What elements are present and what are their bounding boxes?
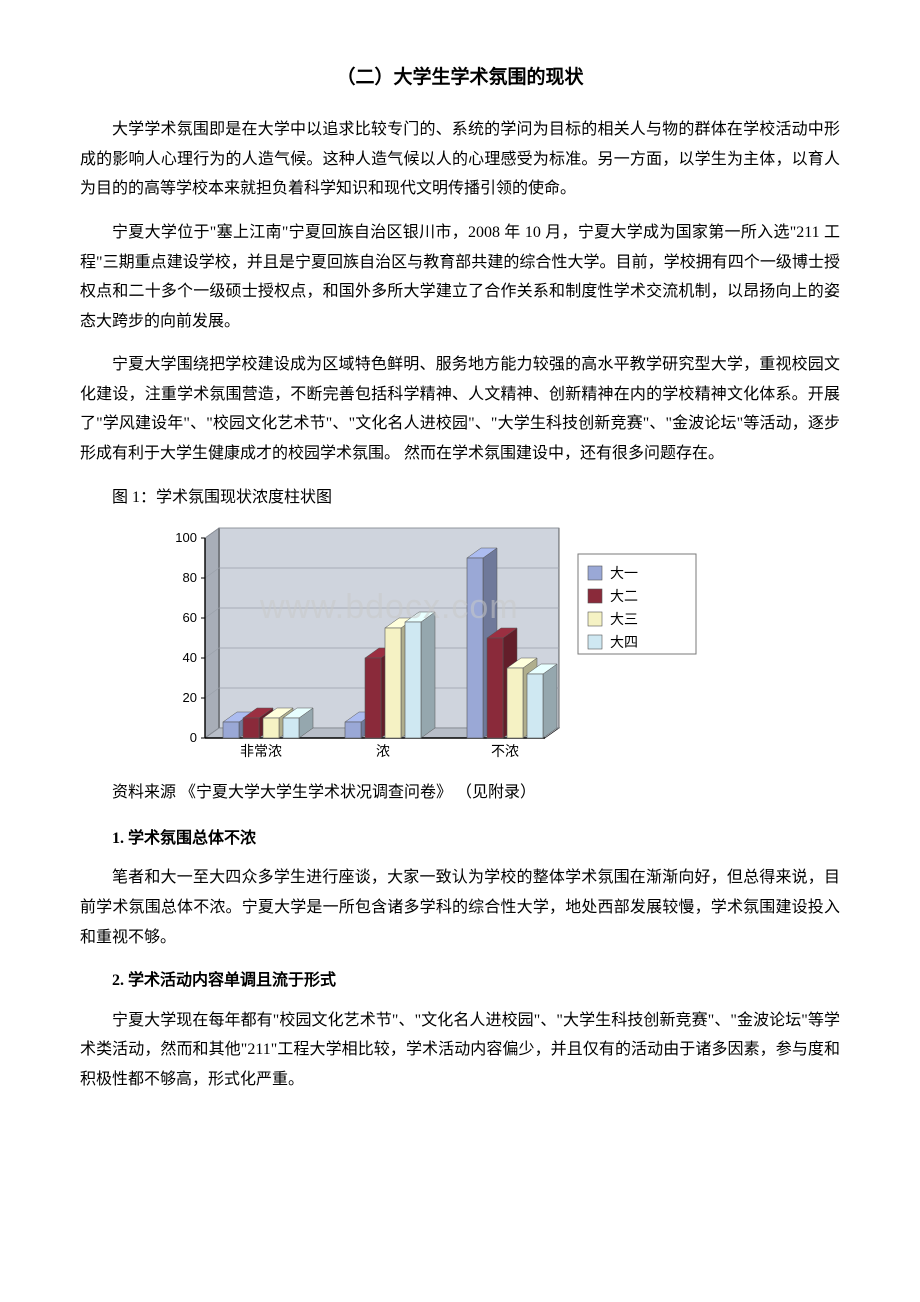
paragraph-background-1: 宁夏大学位于"塞上江南"宁夏回族自治区银川市，2008 年 10 月，宁夏大学成…	[80, 218, 840, 336]
svg-text:大二: 大二	[610, 589, 638, 605]
paragraph-background-2: 宁夏大学围绕把学校建设成为区域特色鲜明、服务地方能力较强的高水平教学研究型大学，…	[80, 350, 840, 468]
svg-text:80: 80	[183, 570, 197, 585]
subheading-2: 2. 学术活动内容单调且流于形式	[80, 966, 840, 996]
svg-text:0: 0	[190, 730, 197, 745]
bar-chart: 020406080100非常浓浓不浓大一大二大三大四 www.bdocx.com	[150, 518, 840, 768]
section-title: （二）大学生学术氛围的现状	[80, 60, 840, 95]
svg-text:大四: 大四	[610, 635, 638, 651]
svg-text:大一: 大一	[610, 566, 638, 582]
svg-text:非常浓: 非常浓	[240, 744, 282, 760]
svg-text:大三: 大三	[610, 612, 638, 628]
figure-source: 资料来源 《宁夏大学大学生学术状况调查问卷》 （见附录）	[80, 778, 840, 808]
subheading-1: 1. 学术氛围总体不浓	[80, 824, 840, 854]
paragraph-sub2: 宁夏大学现在每年都有"校园文化艺术节"、"文化名人进校园"、"大学生科技创新竞赛…	[80, 1006, 840, 1095]
figure-caption: 图 1：学术氛围现状浓度柱状图	[80, 483, 840, 513]
svg-text:20: 20	[183, 690, 197, 705]
svg-text:100: 100	[175, 530, 197, 545]
svg-text:60: 60	[183, 610, 197, 625]
bar-chart-svg: 0 20 40 60 80 100 非常浓 浓 不浓 大一大二大三大四	[150, 518, 710, 768]
paragraph-intro: 大学学术氛围即是在大学中以追求比较专门的、系统的学问为目标的相关人与物的群体在学…	[80, 115, 840, 204]
svg-text:浓: 浓	[376, 744, 390, 760]
svg-text:40: 40	[183, 650, 197, 665]
svg-text:不浓: 不浓	[491, 744, 519, 760]
paragraph-sub1: 笔者和大一至大四众多学生进行座谈，大家一致认为学校的整体学术氛围在渐渐向好，但总…	[80, 863, 840, 952]
